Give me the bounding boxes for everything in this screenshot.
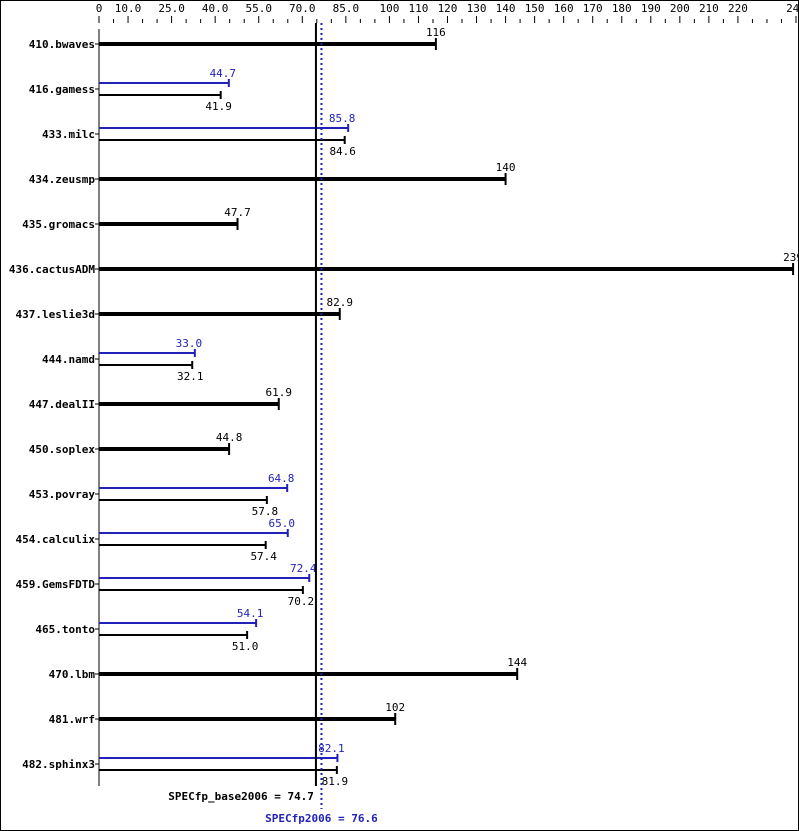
x-tick-label: 210 <box>699 2 719 15</box>
value-label: 239 <box>783 251 799 264</box>
bar-base <box>99 139 345 141</box>
bar-base <box>99 312 340 316</box>
value-label: 116 <box>426 26 446 39</box>
bar-peak <box>99 622 257 624</box>
benchmark-label: 481.wrf <box>49 713 95 726</box>
bar-base <box>99 769 337 771</box>
reference-label-base: SPECfp_base2006 = 74.7 <box>168 790 314 803</box>
value-label-base: 57.8 <box>252 505 279 518</box>
value-label-base: 70.2 <box>288 595 315 608</box>
value-label-peak: 54.1 <box>237 607 264 620</box>
benchmark-label: 465.tonto <box>35 623 95 636</box>
benchmark-label: 453.povray <box>29 488 96 501</box>
value-label-base: 41.9 <box>205 100 232 113</box>
value-label: 140 <box>496 161 516 174</box>
benchmark-label: 447.dealII <box>29 398 95 411</box>
x-tick-label: 200 <box>670 2 690 15</box>
bar-base <box>99 544 266 546</box>
value-label-peak: 85.8 <box>329 112 356 125</box>
reference-label-peak: SPECfp2006 = 76.6 <box>265 812 378 825</box>
bar-base <box>99 267 794 271</box>
bar-peak <box>99 532 288 534</box>
x-tick-label: 100 <box>379 2 399 15</box>
x-tick-label: 240 <box>786 2 799 15</box>
x-tick-label: 55.0 <box>245 2 272 15</box>
bar-base <box>99 222 238 226</box>
bar-base <box>99 447 230 451</box>
x-tick-label: 190 <box>641 2 661 15</box>
x-tick-label: 130 <box>467 2 487 15</box>
bar-base <box>99 499 267 501</box>
bar-peak <box>99 82 229 84</box>
x-tick-label: 170 <box>583 2 603 15</box>
x-tick-label: 160 <box>554 2 574 15</box>
x-tick-label: 180 <box>612 2 632 15</box>
bar-base <box>99 402 279 406</box>
bar-peak <box>99 487 288 489</box>
value-label: 82.9 <box>327 296 354 309</box>
value-label-peak: 65.0 <box>269 517 296 530</box>
bar-peak <box>99 352 195 354</box>
bar-base <box>99 364 193 366</box>
value-label: 44.8 <box>216 431 243 444</box>
x-tick-label: 220 <box>728 2 748 15</box>
benchmark-label: 410.bwaves <box>29 38 95 51</box>
value-label-base: 81.9 <box>322 775 349 788</box>
x-tick-label: 85.0 <box>333 2 360 15</box>
benchmark-label: 436.cactusADM <box>9 263 95 276</box>
benchmark-label: 482.sphinx3 <box>22 758 95 771</box>
x-tick-label: 110 <box>409 2 429 15</box>
bar-base <box>99 634 248 636</box>
value-label: 144 <box>507 656 527 669</box>
x-tick-label: 150 <box>525 2 545 15</box>
bar-base <box>99 717 396 721</box>
x-tick-label: 0 <box>96 2 103 15</box>
value-label: 61.9 <box>266 386 293 399</box>
benchmark-label: 434.zeusmp <box>29 173 96 186</box>
x-tick-label: 140 <box>496 2 516 15</box>
value-label-base: 51.0 <box>232 640 259 653</box>
benchmark-label: 435.gromacs <box>22 218 95 231</box>
value-label-peak: 44.7 <box>210 67 237 80</box>
value-label-base: 32.1 <box>177 370 204 383</box>
bar-base <box>99 42 436 46</box>
value-label-peak: 72.4 <box>290 562 317 575</box>
x-tick-label: 10.0 <box>115 2 142 15</box>
bar-base <box>99 589 303 591</box>
benchmark-label: 444.namd <box>42 353 95 366</box>
value-label: 102 <box>385 701 405 714</box>
benchmark-label: 437.leslie3d <box>16 308 95 321</box>
benchmark-label: 470.lbm <box>49 668 96 681</box>
bar-peak <box>99 127 349 129</box>
bar-base <box>99 94 221 96</box>
bar-base <box>99 177 506 181</box>
value-label-peak: 64.8 <box>268 472 295 485</box>
bar-peak <box>99 577 310 579</box>
x-tick-label: 25.0 <box>158 2 185 15</box>
value-label-peak: 33.0 <box>176 337 203 350</box>
value-label: 47.7 <box>224 206 251 219</box>
bar-peak <box>99 757 338 759</box>
benchmark-label: 433.milc <box>42 128 95 141</box>
x-tick-label: 70.0 <box>289 2 316 15</box>
benchmark-label: 416.gamess <box>29 83 95 96</box>
value-label-base: 57.4 <box>250 550 277 563</box>
bar-base <box>99 672 518 676</box>
benchmark-label: 454.calculix <box>16 533 96 546</box>
benchmark-label: 450.soplex <box>29 443 96 456</box>
value-label-base: 84.6 <box>329 145 356 158</box>
value-label-peak: 82.1 <box>318 742 345 755</box>
x-tick-label: 120 <box>438 2 458 15</box>
x-tick-label: 40.0 <box>202 2 229 15</box>
benchmark-label: 459.GemsFDTD <box>16 578 96 591</box>
